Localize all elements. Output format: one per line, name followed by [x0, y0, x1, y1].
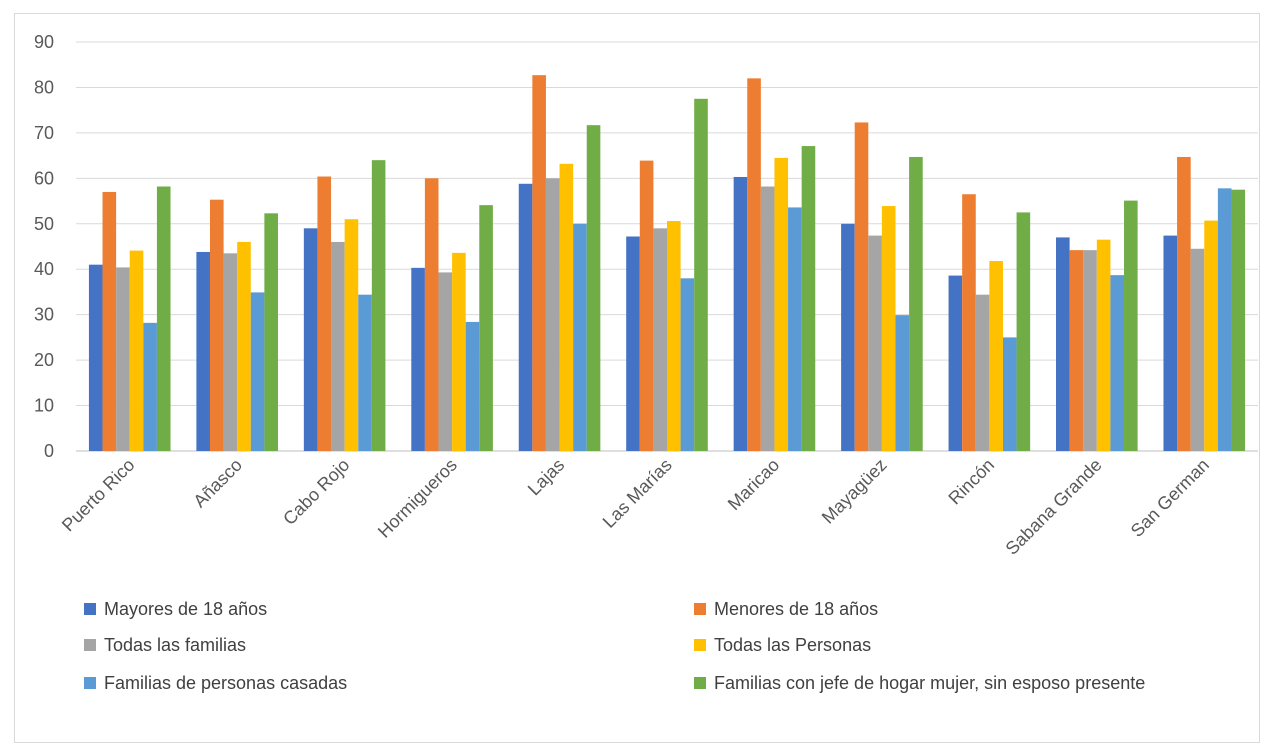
bar	[774, 157, 789, 451]
x-tick-label: Rincón	[944, 455, 998, 509]
bar	[1163, 235, 1178, 451]
bar	[545, 178, 560, 452]
bar	[331, 241, 345, 451]
bar	[975, 294, 990, 451]
x-tick-label: Hormigueros	[374, 455, 461, 542]
bar	[854, 122, 869, 451]
y-tick-label: 40	[34, 259, 54, 279]
bar	[1056, 237, 1070, 451]
bar	[532, 75, 546, 452]
bar	[264, 213, 278, 451]
x-tick-label: Mayagüez	[818, 455, 891, 528]
bar	[452, 252, 466, 451]
bar	[639, 160, 654, 452]
bar	[209, 199, 224, 451]
bar	[1069, 250, 1084, 451]
bar	[518, 183, 533, 451]
bar	[573, 223, 587, 451]
x-tick-label: Sabana Grande	[1002, 455, 1106, 559]
bar	[962, 194, 976, 451]
bar	[989, 261, 1003, 451]
bar	[680, 278, 695, 451]
bar	[196, 251, 210, 451]
bar	[895, 315, 910, 451]
bar	[881, 206, 896, 451]
bar	[237, 241, 251, 451]
bar	[868, 235, 882, 451]
bar	[760, 186, 775, 451]
y-tick-label: 80	[34, 77, 54, 97]
bar	[801, 146, 816, 451]
bar	[465, 321, 480, 451]
bar	[250, 292, 265, 451]
bar	[1110, 275, 1125, 451]
bar	[1217, 188, 1232, 451]
bar	[1083, 250, 1097, 451]
bar	[1231, 189, 1246, 451]
bar	[317, 176, 332, 451]
x-tick-label: Cabo Rojo	[279, 455, 353, 529]
y-tick-label: 0	[44, 441, 54, 461]
bar	[626, 236, 640, 451]
bar	[116, 267, 130, 451]
y-tick-label: 60	[34, 168, 54, 188]
bar	[1096, 239, 1111, 451]
bar	[1002, 337, 1017, 451]
bar	[303, 228, 318, 451]
y-tick-label: 70	[34, 123, 54, 143]
bar	[102, 191, 117, 451]
y-tick-label: 20	[34, 350, 54, 370]
x-tick-label: Maricao	[724, 455, 783, 514]
bar	[143, 322, 157, 451]
bar	[1190, 248, 1205, 451]
bar	[948, 275, 963, 451]
bar	[667, 221, 681, 451]
bar	[358, 294, 372, 451]
bar	[694, 98, 708, 452]
bar	[88, 264, 103, 451]
bar	[653, 228, 667, 451]
y-tick-label: 30	[34, 305, 54, 325]
bar	[841, 223, 855, 451]
bar	[1177, 156, 1191, 452]
y-tick-label: 50	[34, 214, 54, 234]
x-tick-label: Puerto Rico	[58, 455, 139, 536]
bar	[411, 267, 425, 451]
x-tick-label: Añasco	[189, 455, 246, 512]
bar	[559, 163, 574, 451]
bar	[1016, 212, 1031, 451]
y-tick-label: 90	[34, 32, 54, 52]
y-tick-label: 10	[34, 396, 54, 416]
bar	[788, 207, 802, 451]
x-tick-label: Las Marías	[599, 455, 676, 532]
bar	[371, 160, 386, 451]
bar	[586, 125, 601, 451]
bar	[223, 253, 238, 451]
bar	[479, 205, 493, 451]
bar	[733, 176, 748, 451]
bar	[344, 219, 359, 451]
bar	[438, 272, 453, 451]
bar	[424, 178, 439, 452]
bar	[747, 78, 761, 451]
x-tick-label: San German	[1127, 455, 1213, 541]
bar	[909, 156, 923, 452]
bar	[156, 186, 171, 451]
bar	[129, 250, 144, 451]
bar	[1204, 220, 1218, 451]
bar	[1124, 200, 1138, 451]
x-tick-label: Lajas	[524, 455, 569, 500]
